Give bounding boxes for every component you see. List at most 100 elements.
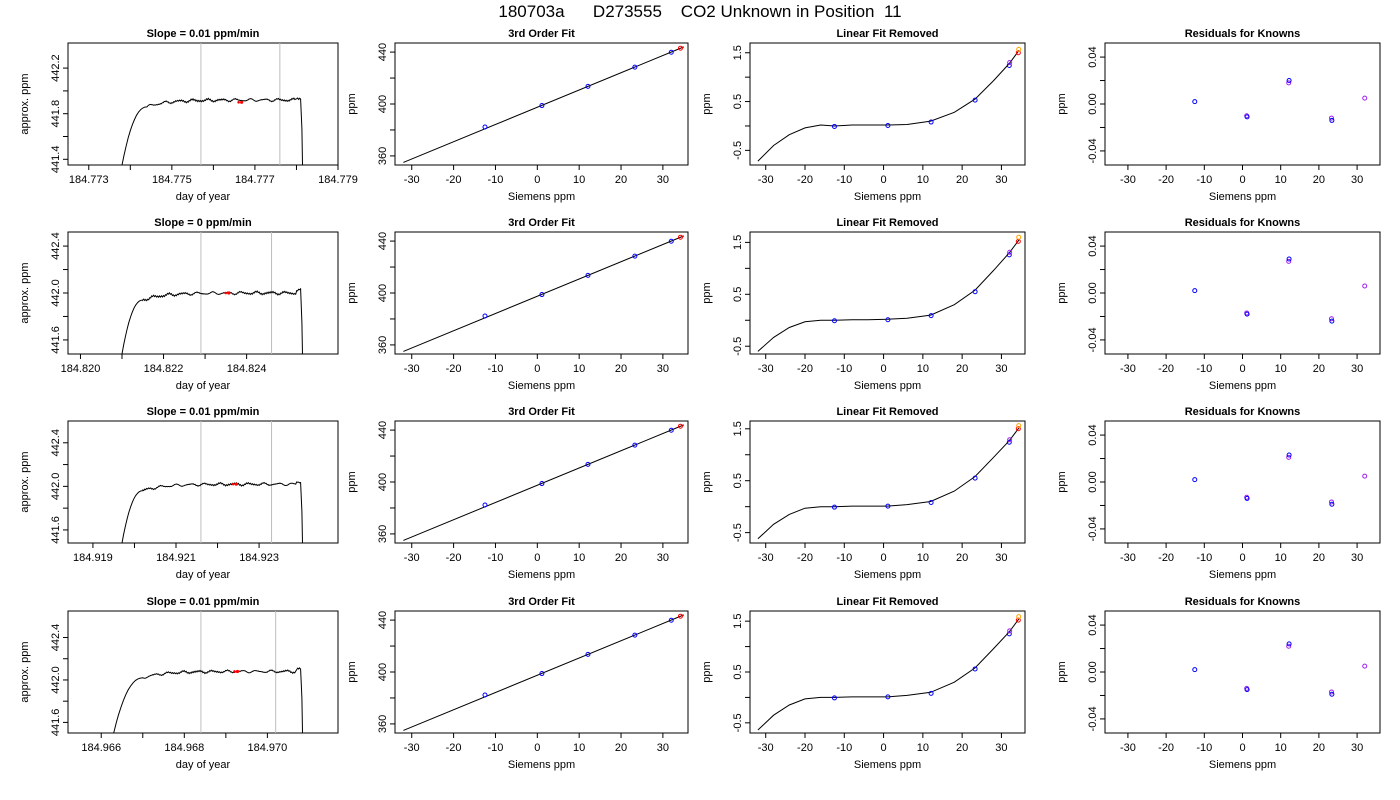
- unknown-point: [677, 613, 683, 619]
- known-point: [1007, 249, 1013, 255]
- mean-marker: [237, 100, 240, 104]
- plot-frame: [67, 420, 339, 544]
- plot-frame: [1104, 42, 1381, 166]
- x-tick-label: 184.820: [61, 363, 101, 375]
- y-tick-label: 360: [377, 336, 389, 354]
- y-axis-label: ppm: [346, 471, 358, 492]
- x-tick-label: -30: [404, 174, 420, 186]
- mean-marker: [240, 100, 244, 104]
- y-tick-label: 0.04: [1087, 235, 1099, 256]
- known-point: [972, 666, 978, 672]
- y-tick-label: 441.8: [50, 100, 62, 128]
- x-tick-label: 30: [1351, 363, 1363, 375]
- y-axis-label: ppm: [1056, 93, 1068, 114]
- known-point: [632, 64, 638, 70]
- known-point: [668, 238, 674, 244]
- cubic-curve: [757, 239, 1020, 352]
- x-axis-label: Siemens ppm: [508, 569, 575, 581]
- x-tick-label: 10: [573, 552, 585, 564]
- x-tick-label: 0: [1239, 174, 1245, 186]
- panel-title: 3rd Order Fit: [508, 406, 575, 418]
- x-tick-label: 0: [881, 742, 887, 754]
- residual-point: [1286, 256, 1292, 262]
- x-tick-label: 0: [881, 174, 887, 186]
- plot-frame: [67, 42, 339, 166]
- plot-frame: [1104, 610, 1381, 734]
- x-tick-label: -30: [1120, 174, 1136, 186]
- x-axis-label: Siemens ppm: [854, 191, 921, 203]
- y-tick-label: 0.5: [732, 287, 744, 302]
- x-tick-label: 10: [573, 174, 585, 186]
- panel-title: Residuals for Knowns: [1185, 217, 1301, 229]
- x-tick-label: -10: [836, 742, 852, 754]
- panel-title: Residuals for Knowns: [1185, 28, 1301, 40]
- x-axis-label: Siemens ppm: [508, 759, 575, 771]
- mean-marker: [231, 482, 235, 486]
- x-tick-label: 10: [917, 363, 929, 375]
- y-axis-label: ppm: [1056, 282, 1068, 303]
- figure-title: 180703a D273555 CO2 Unknown in Position …: [498, 2, 902, 21]
- panel-title: Residuals for Knowns: [1185, 406, 1301, 418]
- x-tick-label: -20: [797, 363, 813, 375]
- concentration-trace: [121, 481, 303, 543]
- x-tick-label: 20: [1313, 742, 1325, 754]
- plot-area: [121, 43, 304, 165]
- panel-title: 3rd Order Fit: [508, 28, 575, 40]
- x-axis-label: day of year: [176, 759, 231, 771]
- residual-point: [1286, 452, 1292, 458]
- known-point: [585, 272, 591, 278]
- y-tick-label: 400: [377, 95, 389, 113]
- plot-frame: [749, 231, 1026, 355]
- x-tick-label: 184.966: [81, 742, 121, 754]
- x-tick-label: 20: [956, 742, 968, 754]
- x-axis-label: Siemens ppm: [854, 759, 921, 771]
- plot-frame: [1104, 420, 1381, 544]
- y-tick-label: 442.4: [50, 624, 62, 652]
- cubic-curve: [757, 50, 1020, 162]
- mean-marker: [234, 482, 238, 486]
- x-axis-label: Siemens ppm: [508, 380, 575, 392]
- x-tick-label: -20: [1158, 363, 1174, 375]
- y-axis-label: ppm: [701, 471, 713, 492]
- x-tick-label: 20: [615, 174, 627, 186]
- x-tick-label: 0: [1239, 552, 1245, 564]
- panel-title: Residuals for Knowns: [1185, 596, 1301, 608]
- residual-point: [1329, 318, 1335, 324]
- known-point: [928, 500, 934, 506]
- y-axis-label: approx. ppm: [19, 73, 31, 134]
- x-tick-label: 10: [573, 363, 585, 375]
- known-point: [1006, 631, 1012, 637]
- x-tick-label: -30: [1120, 363, 1136, 375]
- x-tick-label: -20: [1158, 742, 1174, 754]
- x-tick-label: -30: [758, 363, 774, 375]
- y-tick-label: 441.6: [50, 326, 62, 354]
- unknown-point: [677, 234, 683, 240]
- y-tick-label: 442.0: [50, 279, 62, 307]
- y-tick-label: 1.5: [732, 421, 744, 436]
- x-tick-label: -10: [836, 552, 852, 564]
- y-tick-label: 360: [377, 525, 389, 543]
- y-tick-label: 442.4: [50, 232, 62, 260]
- x-tick-label: 20: [1313, 363, 1325, 375]
- panel-title: Linear Fit Removed: [836, 217, 938, 229]
- y-axis-label: approx. ppm: [19, 262, 31, 323]
- known-point: [585, 651, 591, 657]
- x-tick-label: 0: [1239, 742, 1245, 754]
- x-tick-label: -10: [488, 363, 504, 375]
- x-tick-label: 10: [1275, 363, 1287, 375]
- y-tick-label: 440: [377, 611, 389, 629]
- known-point: [885, 122, 891, 128]
- x-tick-label: 184.919: [73, 552, 113, 564]
- x-tick-label: 30: [657, 363, 669, 375]
- x-tick-label: -10: [1196, 552, 1212, 564]
- x-axis-label: Siemens ppm: [1209, 380, 1276, 392]
- known-point: [831, 318, 837, 324]
- x-tick-label: -30: [404, 742, 420, 754]
- x-tick-label: 0: [881, 552, 887, 564]
- y-tick-label: 442.4: [50, 429, 62, 457]
- x-tick-label: 30: [1351, 742, 1363, 754]
- x-tick-label: 20: [956, 552, 968, 564]
- residual-point: [1362, 95, 1368, 101]
- residual-point: [1362, 283, 1368, 289]
- y-tick-label: 442.2: [50, 54, 62, 82]
